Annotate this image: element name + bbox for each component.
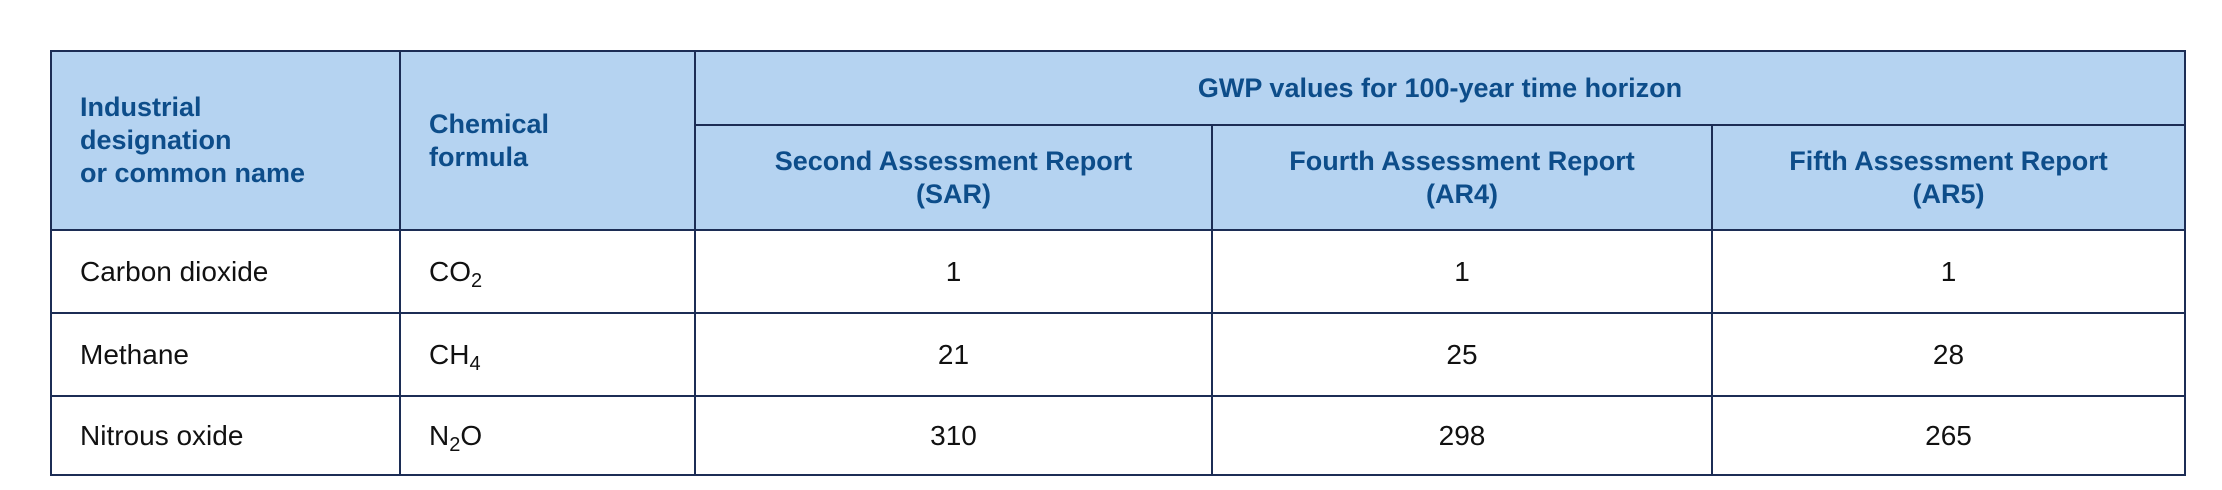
header-line: Fifth Assessment Report	[1789, 145, 2108, 176]
table-row: Methane CH4 21 25 28	[50, 312, 2187, 397]
formula-text: N	[429, 419, 450, 451]
header-line: Industrial	[80, 92, 202, 122]
header-report: Fifth Assessment Report (AR5)	[1710, 124, 2187, 231]
header-line: (SAR)	[916, 178, 991, 209]
formula-cell: CO2	[399, 229, 696, 314]
formula-subscript: 4	[469, 352, 481, 375]
gwp-value: 265	[1710, 395, 2187, 476]
formula-subscript: 2	[471, 269, 483, 292]
header-line: formula	[429, 141, 529, 172]
gwp-value: 1	[1211, 229, 1713, 314]
header-name: Industrial designation or common name	[50, 50, 401, 231]
header-line: (AR5)	[1912, 178, 1985, 209]
header-line: or common name	[80, 158, 306, 188]
gwp-value: 298	[1211, 395, 1713, 476]
header-report: Second Assessment Report (SAR)	[694, 124, 1213, 231]
gwp-value: 21	[694, 312, 1213, 397]
formula-text: O	[460, 419, 483, 451]
formula-cell: CH4	[399, 312, 696, 397]
gwp-value: 1	[694, 229, 1213, 314]
formula-cell: N2O	[399, 395, 696, 476]
table-row: Nitrous oxide N2O 310 298 265	[50, 395, 2187, 476]
formula-text: CH	[429, 338, 470, 370]
name-cell: Nitrous oxide	[50, 395, 401, 476]
header-line: (AR4)	[1426, 178, 1498, 209]
gwp-value: 1	[1710, 229, 2187, 314]
header-report: Fourth Assessment Report (AR4)	[1211, 124, 1713, 231]
name-cell: Carbon dioxide	[50, 229, 401, 314]
gwp-value: 310	[694, 395, 1213, 476]
gwp-value: 25	[1211, 312, 1713, 397]
header-line: Fourth Assessment Report	[1289, 145, 1635, 176]
name-cell: Methane	[50, 312, 401, 397]
header-line: Second Assessment Report	[774, 145, 1133, 176]
formula-subscript: 2	[449, 433, 461, 456]
formula-text: CO	[429, 255, 471, 287]
header-formula: Chemical formula	[399, 50, 696, 231]
header-group: GWP values for 100-year time horizon	[693, 50, 2187, 126]
gwp-table: Industrial designation or common name Chem…	[50, 50, 2187, 476]
gwp-value: 28	[1710, 312, 2187, 397]
table-row: Carbon dioxide CO2 1 1 1	[50, 229, 2187, 314]
header-line: Chemical	[429, 108, 550, 139]
header-line: designation	[80, 125, 232, 155]
